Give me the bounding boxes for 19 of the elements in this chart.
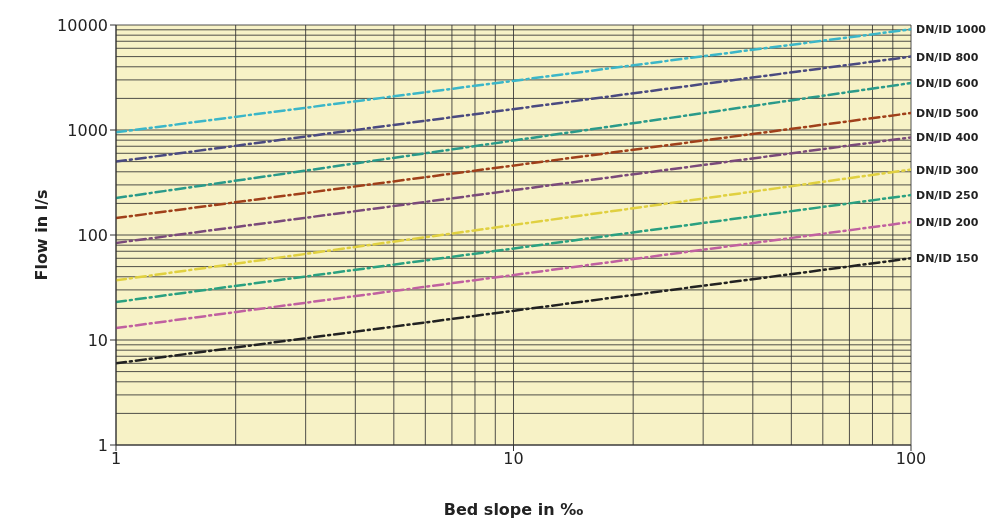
y-tick-label: 10000 [57, 15, 108, 35]
x-tick-label: 100 [895, 449, 927, 469]
series-label: DN/ID 800 [916, 50, 979, 64]
y-tick-label: 1 [97, 435, 108, 455]
series-label: DN/ID 500 [916, 107, 979, 121]
y-tick-label: 100 [77, 225, 108, 245]
series-label: DN/ID 600 [916, 77, 979, 91]
x-tick-label: 1 [110, 449, 122, 469]
y-tick-label: 10 [87, 330, 108, 350]
series-label: DN/ID 250 [916, 189, 979, 203]
series-label: DN/ID 1000 [916, 23, 987, 37]
series-label: DN/ID 200 [916, 216, 979, 229]
y-tick-label: 1000 [67, 120, 108, 140]
series-label: DN/ID 400 [916, 131, 979, 145]
x-axis-title: Bed slope in ‰ [443, 500, 584, 519]
series-label: DN/ID 300 [916, 163, 979, 177]
series-label: DN/ID 150 [916, 252, 979, 266]
y-axis-title: Flow in l/s [31, 189, 51, 281]
x-tick-label: 10 [503, 449, 524, 469]
